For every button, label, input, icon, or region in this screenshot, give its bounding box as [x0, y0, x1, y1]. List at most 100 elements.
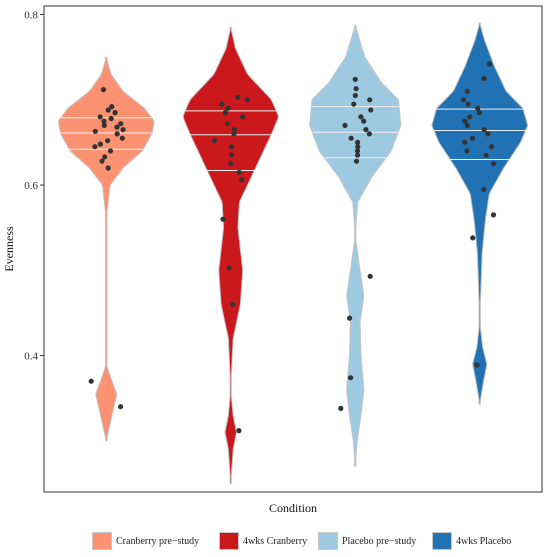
data-point [211, 138, 217, 144]
violin-chart: 0.4 0.6 0.8 Evenness Condition [2, 5, 543, 515]
data-point [114, 131, 120, 137]
data-point [487, 61, 493, 67]
legend-item: 4wks Placebo [432, 530, 511, 552]
data-point [225, 105, 231, 111]
data-point [465, 101, 471, 107]
y-tick-label: 0.6 [24, 180, 38, 192]
data-point [224, 121, 230, 127]
legend-item: Cranberry pre−study [92, 530, 199, 552]
legend: Cranberry pre−study 4wks Cranberry Placebo… [0, 530, 550, 552]
x-axis-title: Condition [269, 501, 317, 515]
data-point [474, 362, 480, 368]
data-point [366, 131, 372, 137]
data-point [219, 101, 225, 107]
data-point [119, 135, 125, 141]
data-point [491, 161, 497, 167]
data-point [467, 114, 473, 120]
data-point [481, 186, 487, 192]
data-point [99, 158, 105, 164]
data-point [488, 144, 495, 150]
data-point [355, 144, 361, 150]
legend-item: 4wks Cranberry [219, 530, 307, 552]
data-point [485, 131, 491, 137]
points-layer [88, 61, 497, 434]
data-point [97, 114, 103, 120]
data-point [461, 97, 467, 103]
data-point [88, 378, 94, 384]
data-point [462, 118, 468, 124]
data-point [105, 138, 111, 144]
data-point [107, 148, 114, 154]
data-point [352, 76, 358, 82]
data-point [353, 158, 360, 164]
data-point [469, 135, 476, 141]
data-point [120, 127, 126, 133]
legend-label: 4wks Placebo [456, 535, 512, 547]
data-point [368, 107, 374, 113]
data-point [236, 428, 242, 434]
data-point [481, 75, 487, 82]
data-point [351, 101, 357, 107]
data-point [464, 88, 470, 94]
legend-swatch [219, 532, 239, 550]
data-point [92, 144, 98, 150]
violin-2 [309, 25, 402, 467]
data-point [105, 107, 111, 113]
data-point [338, 405, 344, 411]
data-point [367, 273, 373, 279]
data-point [476, 110, 482, 116]
violin-1 [182, 26, 279, 484]
data-point [108, 115, 114, 122]
y-tick-label: 0.8 [24, 10, 38, 22]
data-point [102, 154, 108, 160]
legend-label: Cranberry pre−study [116, 535, 200, 547]
data-point [244, 97, 250, 103]
legend-swatch [318, 532, 338, 550]
data-point [342, 122, 348, 128]
data-point [222, 110, 228, 116]
data-point [101, 122, 107, 128]
data-point [239, 177, 245, 183]
data-point [114, 124, 120, 130]
legend-label: 4wks Cranberry [243, 535, 308, 547]
data-point [355, 139, 361, 145]
y-tick-label: 0.4 [24, 351, 38, 363]
violin-0 [57, 56, 155, 442]
legend-swatch [92, 532, 112, 550]
legend-label: Placebo pre−study [342, 535, 417, 547]
data-point [348, 135, 354, 141]
data-point [352, 92, 358, 99]
data-point [228, 152, 235, 158]
y-axis-title: Evenness [2, 226, 16, 272]
data-point [470, 235, 476, 241]
data-point [92, 128, 98, 134]
data-point [101, 118, 107, 124]
legend-swatch [432, 532, 452, 550]
data-point [236, 169, 242, 175]
data-point [363, 127, 369, 133]
data-point [109, 104, 115, 110]
data-point [228, 161, 234, 167]
data-point [347, 315, 353, 321]
data-point [118, 404, 124, 410]
data-point [105, 165, 111, 171]
violin-3 [431, 22, 529, 405]
data-point [220, 216, 226, 222]
data-point [355, 152, 361, 158]
data-point [231, 127, 238, 133]
data-point [228, 144, 235, 150]
violins-layer [57, 22, 529, 484]
data-point [348, 375, 354, 381]
data-point [490, 212, 497, 218]
data-point [464, 122, 470, 128]
data-point [112, 110, 118, 116]
legend-item: Placebo pre−study [318, 530, 416, 552]
data-point [481, 127, 487, 133]
data-point [358, 114, 364, 120]
data-point [464, 148, 470, 154]
data-point [226, 265, 232, 271]
data-point [118, 121, 124, 127]
data-point [354, 148, 361, 154]
data-point [230, 301, 236, 307]
data-point [353, 86, 359, 92]
